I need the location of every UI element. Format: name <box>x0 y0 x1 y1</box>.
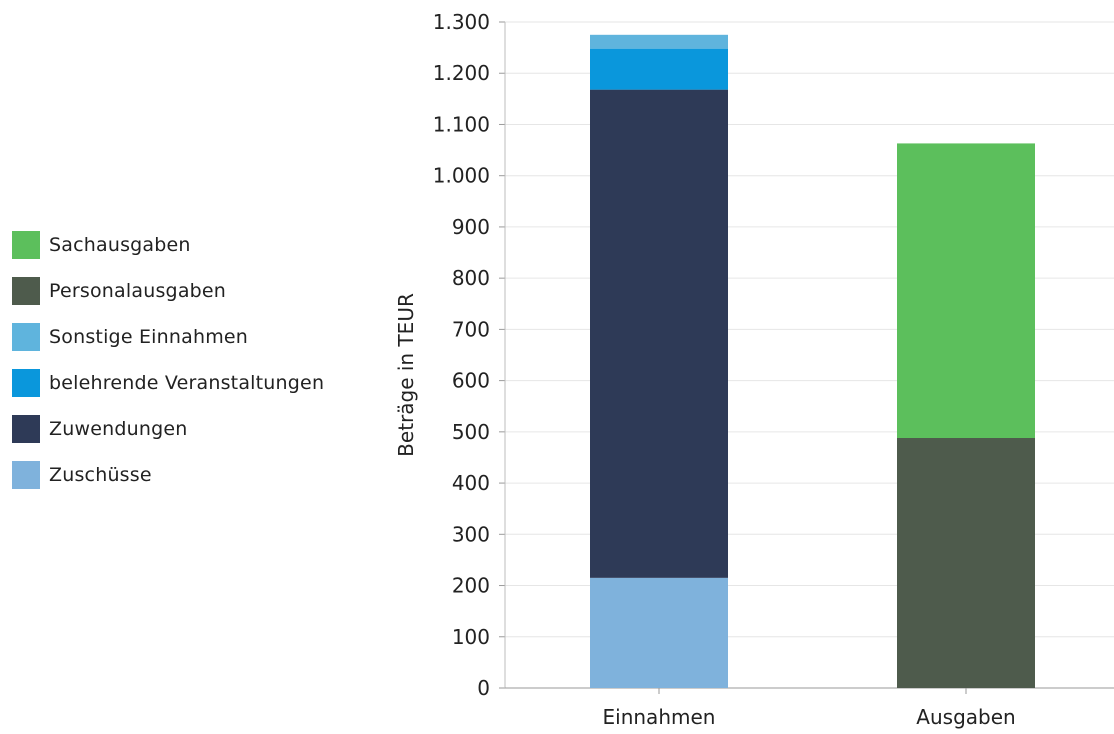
y-tick-label: 100 <box>452 625 490 649</box>
y-tick-label: 1.300 <box>433 10 490 34</box>
y-tick-label: 600 <box>452 369 490 393</box>
legend: Sachausgaben Personalausgaben Sonstige Ein… <box>12 222 372 498</box>
bar-segment <box>590 577 728 688</box>
legend-label: Sonstige Einnahmen <box>49 326 249 348</box>
bar-segment <box>897 143 1035 438</box>
legend-item: Zuschüsse <box>12 452 372 498</box>
legend-label: belehrende Veranstaltungen <box>49 372 325 394</box>
y-tick-label: 1.100 <box>433 112 490 136</box>
legend-swatch <box>12 415 40 443</box>
legend-swatch <box>12 323 40 351</box>
legend-label: Zuschüsse <box>49 464 152 486</box>
legend-item: Zuwendungen <box>12 406 372 452</box>
y-axis-title: Beträge in TEUR <box>394 293 418 457</box>
y-tick-label: 300 <box>452 522 490 546</box>
legend-label: Personalausgaben <box>49 280 227 302</box>
x-tick-label: Einnahmen <box>603 705 716 729</box>
x-tick-label: Ausgaben <box>916 705 1015 729</box>
bar-segment <box>590 89 728 578</box>
bar-segment <box>590 48 728 90</box>
y-tick-label: 200 <box>452 574 490 598</box>
legend-label: Sachausgaben <box>49 234 191 256</box>
legend-swatch <box>12 461 40 489</box>
y-tick-label: 0 <box>477 676 490 700</box>
legend-item: Personalausgaben <box>12 268 372 314</box>
bar-segment <box>590 34 728 49</box>
y-tick-label: 700 <box>452 317 490 341</box>
legend-item: Sonstige Einnahmen <box>12 314 372 360</box>
legend-swatch <box>12 231 40 259</box>
legend-swatch <box>12 277 40 305</box>
y-tick-label: 500 <box>452 420 490 444</box>
bar-segment <box>897 437 1035 688</box>
y-tick-label: 400 <box>452 471 490 495</box>
y-tick-label: 1.200 <box>433 61 490 85</box>
legend-swatch <box>12 369 40 397</box>
legend-item: belehrende Veranstaltungen <box>12 360 372 406</box>
y-tick-label: 900 <box>452 215 490 239</box>
y-tick-label: 1.000 <box>433 164 490 188</box>
legend-label: Zuwendungen <box>49 418 188 440</box>
y-tick-label: 800 <box>452 266 490 290</box>
legend-item: Sachausgaben <box>12 222 372 268</box>
